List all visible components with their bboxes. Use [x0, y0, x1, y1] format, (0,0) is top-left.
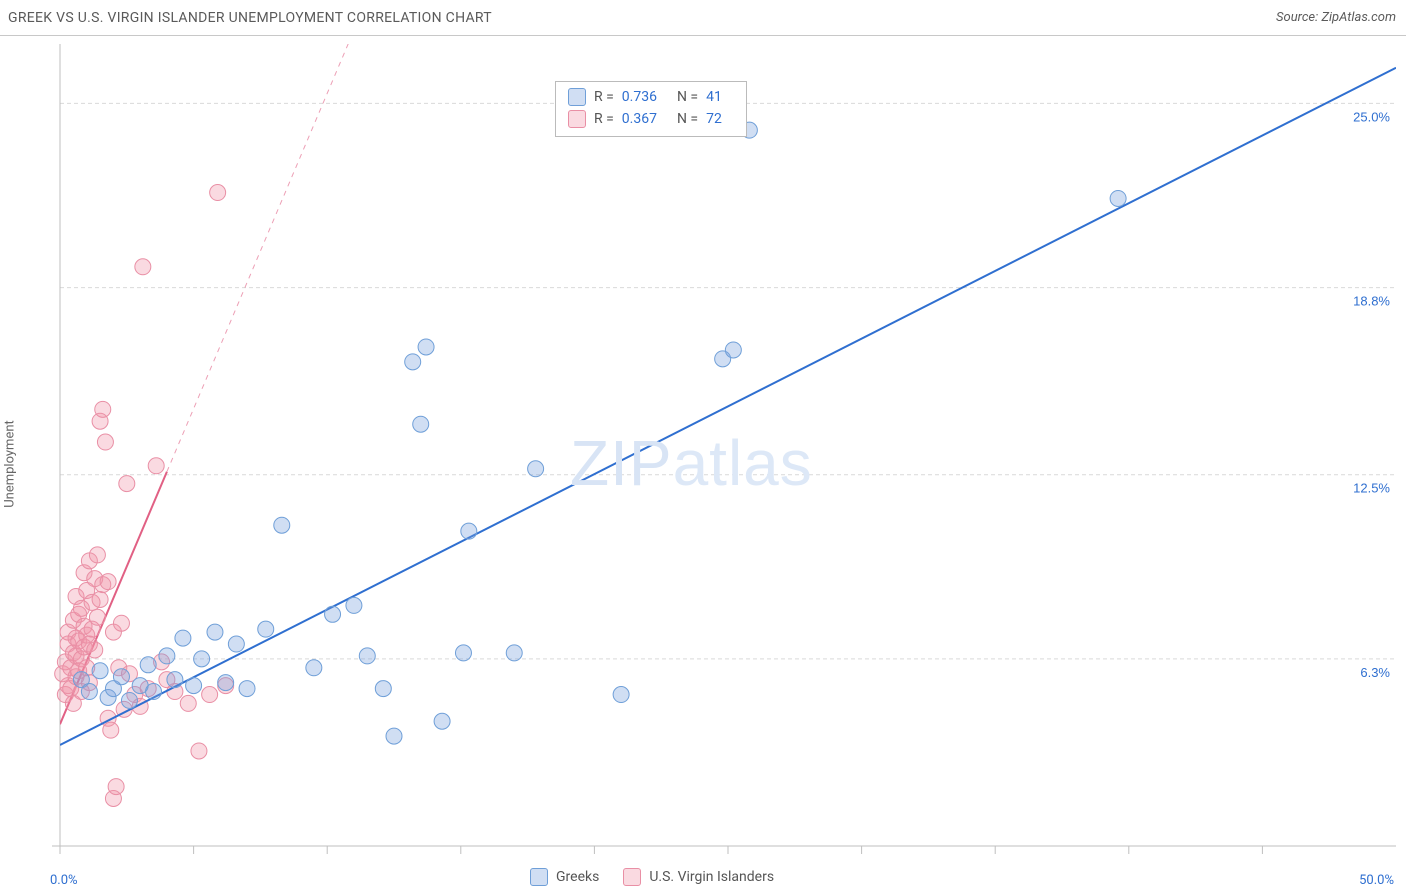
- r-value-greeks: 0.736: [622, 86, 657, 108]
- legend-item-usvi: U.S. Virgin Islanders: [623, 868, 774, 886]
- n-value-greeks: 41: [706, 86, 722, 108]
- legend-row-usvi: R = 0.367 N = 72: [568, 108, 734, 130]
- n-label: N =: [677, 86, 698, 108]
- swatch-greeks-bottom: [530, 868, 548, 886]
- r-label: R =: [594, 108, 614, 130]
- svg-text:25.0%: 25.0%: [1353, 109, 1390, 124]
- correlation-legend: R = 0.736 N = 41 R = 0.367 N = 72: [555, 81, 747, 137]
- chart-header: GREEK VS U.S. VIRGIN ISLANDER UNEMPLOYME…: [0, 0, 1406, 36]
- swatch-greeks: [568, 88, 586, 106]
- x-axis-max-label: 50.0%: [1359, 873, 1394, 888]
- series-legend: Greeks U.S. Virgin Islanders: [530, 868, 774, 886]
- r-label: R =: [594, 86, 614, 108]
- scatter-plot-svg: 6.3% 12.5% 18.8% 25.0%: [0, 36, 1406, 892]
- y-axis-label: Unemployment: [3, 420, 18, 508]
- svg-text:18.8%: 18.8%: [1353, 294, 1390, 309]
- svg-text:12.5%: 12.5%: [1353, 481, 1390, 496]
- chart-area: Unemployment 6.3%12.5%18.8%25.0% ZIPatla…: [0, 36, 1406, 892]
- legend-item-greeks: Greeks: [530, 868, 599, 886]
- r-value-usvi: 0.367: [622, 108, 657, 130]
- n-label: N =: [677, 108, 698, 130]
- source-attribution: Source: ZipAtlas.com: [1276, 10, 1396, 25]
- x-axis-min-label: 0.0%: [50, 873, 78, 888]
- legend-label-greeks: Greeks: [556, 869, 599, 885]
- legend-row-greeks: R = 0.736 N = 41: [568, 86, 734, 108]
- n-value-usvi: 72: [706, 108, 722, 130]
- source-name: ZipAtlas.com: [1321, 10, 1396, 25]
- legend-label-usvi: U.S. Virgin Islanders: [649, 869, 774, 885]
- chart-title: GREEK VS U.S. VIRGIN ISLANDER UNEMPLOYME…: [8, 10, 492, 26]
- swatch-usvi: [568, 110, 586, 128]
- svg-text:6.3%: 6.3%: [1360, 665, 1390, 680]
- swatch-usvi-bottom: [623, 868, 641, 886]
- source-prefix: Source:: [1276, 10, 1321, 25]
